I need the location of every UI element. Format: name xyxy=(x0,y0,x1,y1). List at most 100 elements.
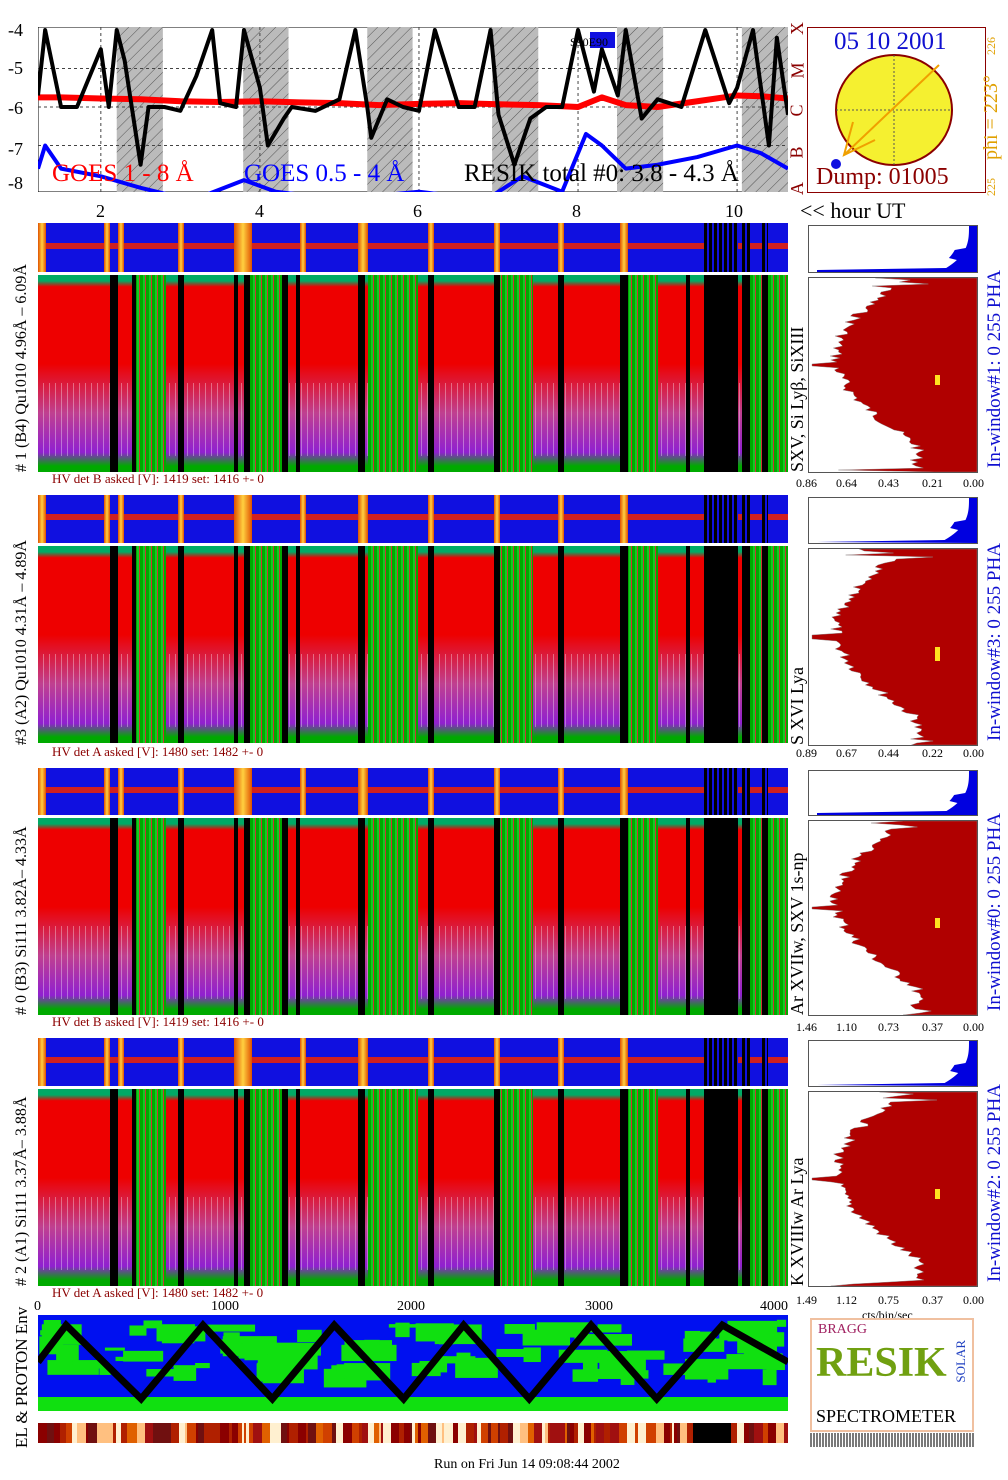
spectral-lines-label: Ar XVIIw, SXV 1s-np xyxy=(787,852,807,1016)
stripe-segment xyxy=(458,1423,466,1443)
stripe-segment xyxy=(88,1423,97,1443)
stripe-segment xyxy=(754,1423,763,1443)
spectrum-fill xyxy=(811,1092,977,1286)
hist-tick: 0.00 xyxy=(963,1020,984,1034)
goes-lightcurve-plot xyxy=(38,27,788,192)
stripe-segment xyxy=(570,1423,574,1443)
pha-distribution xyxy=(817,771,977,815)
spectrogram xyxy=(38,1089,788,1286)
stripe-segment xyxy=(145,1423,153,1443)
stripe-segment xyxy=(204,1423,211,1443)
stripe-segment xyxy=(664,1423,670,1443)
stripe-segment xyxy=(116,1423,121,1443)
hist-tick: 1.10 xyxy=(836,1020,857,1034)
stripe-segment xyxy=(171,1423,179,1443)
env-flux-patch xyxy=(72,1361,106,1369)
stripe-segment xyxy=(162,1423,171,1443)
hist-tick: 0.86 xyxy=(796,476,817,490)
stripe-segment xyxy=(584,1423,588,1443)
stripe-segment xyxy=(70,1423,72,1443)
phi-angle: phi = 223° xyxy=(980,75,1002,160)
spectral-lines-label: S XVI Lya xyxy=(787,667,807,745)
stripe-segment xyxy=(749,1423,754,1443)
stripe-segment xyxy=(379,1423,381,1443)
pha-histogram xyxy=(808,1040,978,1087)
y-tick: -7 xyxy=(8,139,23,159)
stripe-segment xyxy=(421,1423,428,1443)
hour-tick: 8 xyxy=(572,201,581,221)
stripe-segment xyxy=(744,1423,749,1443)
stripe-segment xyxy=(343,1423,352,1443)
pha-distribution xyxy=(817,226,977,272)
in-window-label: In-window#2: 0 255 PHA xyxy=(984,1084,1005,1282)
resik-logo: BRAGG RESIK SOLAR SPECTROMETER xyxy=(810,1318,974,1432)
stripe-segment xyxy=(306,1423,308,1443)
stripe-segment xyxy=(737,1423,744,1443)
env-flux-patch xyxy=(776,1319,787,1327)
env-flux-patch xyxy=(597,1324,622,1333)
legend-goes-long: GOES 1 - 8 Å xyxy=(52,160,194,187)
stripe-segment xyxy=(368,1423,374,1443)
stripe-segment xyxy=(528,1423,534,1443)
spectrum-histogram xyxy=(808,548,978,746)
stripe-segment xyxy=(289,1423,298,1443)
stripe-segment xyxy=(650,1423,656,1443)
env-flux-patch xyxy=(496,1348,529,1357)
stripe-segment xyxy=(574,1423,578,1443)
stripe-segment xyxy=(381,1423,383,1443)
hist-tick: 0.43 xyxy=(878,476,899,490)
env-flux-patch xyxy=(43,1319,61,1329)
spectrum-histogram xyxy=(808,1091,978,1287)
stripe-segment xyxy=(500,1423,508,1443)
stripe-segment xyxy=(713,1423,720,1443)
env-flux-patch xyxy=(104,1347,125,1351)
stripe-segment xyxy=(588,1423,591,1443)
x-tick: 4000 xyxy=(760,1299,788,1314)
stripe-segment xyxy=(635,1423,638,1443)
logo-solar: SOLAR xyxy=(953,1340,968,1383)
class-letter-c: C xyxy=(786,104,807,117)
series-1 xyxy=(38,131,788,192)
x-tick: 3000 xyxy=(585,1299,613,1314)
pha-histogram xyxy=(808,225,978,273)
hour-tick: 4 xyxy=(255,201,264,221)
stripe-segment xyxy=(727,1423,731,1443)
stripe-segment xyxy=(323,1423,332,1443)
stripe-segment xyxy=(491,1423,498,1443)
stripe-segment xyxy=(646,1423,650,1443)
stripe-segment xyxy=(410,1423,412,1443)
stripe-segment xyxy=(66,1423,70,1443)
stripe-segment xyxy=(481,1423,488,1443)
stripe-segment xyxy=(60,1423,66,1443)
window-marker xyxy=(935,1189,940,1199)
env-flux-patch xyxy=(594,1368,639,1379)
y-tick: -4 xyxy=(8,20,23,40)
scale-bottom: 225 xyxy=(984,178,998,196)
stripe-segment xyxy=(517,1423,520,1443)
stripe-segment xyxy=(542,1423,545,1443)
stripe-segment xyxy=(287,1423,289,1443)
logo-subtitle: SPECTROMETER xyxy=(816,1406,957,1426)
hour-tick: 6 xyxy=(413,201,422,221)
stripe-segment xyxy=(298,1423,306,1443)
stripe-segment xyxy=(534,1423,542,1443)
detector-label: #3 (A2) Qu1010 4.31Å – 4.89Å xyxy=(13,540,30,745)
orbit-trace xyxy=(38,1319,788,1405)
stripe-segment xyxy=(246,1423,249,1443)
stripe-segment xyxy=(332,1423,336,1443)
env-flux-patch xyxy=(572,1369,599,1382)
stripe-segment xyxy=(374,1423,379,1443)
env-flux-patch xyxy=(56,1344,79,1365)
hist-tick: 0.75 xyxy=(878,1293,899,1307)
class-letter-b: B xyxy=(786,146,807,159)
sun-position-box: 05 10 2001 Dump: 01005 xyxy=(807,27,986,193)
stripe-segment xyxy=(488,1423,491,1443)
stripe-segment xyxy=(336,1423,343,1443)
detector-label: # 0 (B3) Si111 3.82Å– 4.33Å xyxy=(13,826,30,1015)
env-flux-patch xyxy=(257,1354,302,1372)
sun-date: 05 10 2001 xyxy=(834,28,947,55)
env-flux-patch xyxy=(438,1332,455,1345)
series-2 xyxy=(38,28,788,167)
class-letter-a: A xyxy=(787,182,807,195)
env-flux-patch xyxy=(684,1330,701,1352)
